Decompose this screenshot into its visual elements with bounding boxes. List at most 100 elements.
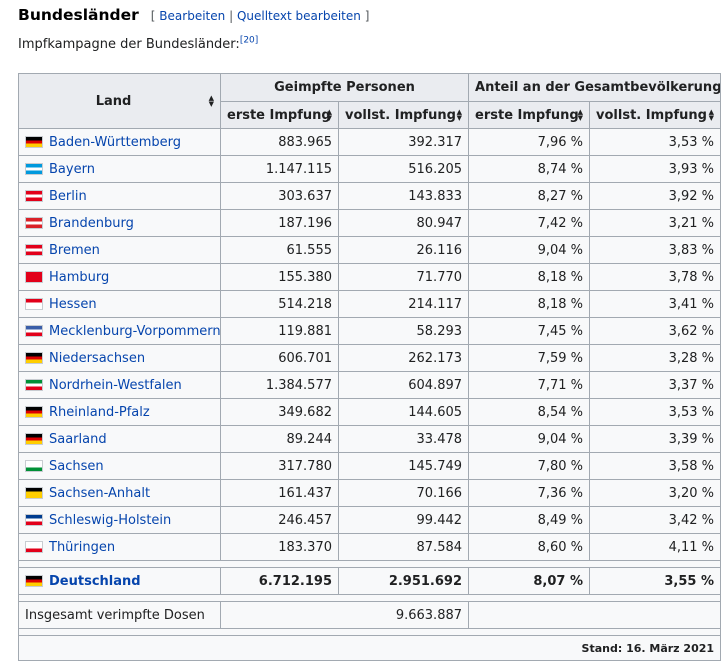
- table-row: Mecklenburg-Vorpommern 119.881 58.293 7,45 …: [18, 317, 722, 345]
- land-link[interactable]: Mecklenburg-Vorpommern: [49, 323, 221, 339]
- full-share-cell: 3,93 %: [589, 155, 722, 183]
- flag-icon: [25, 135, 43, 148]
- land-link[interactable]: Sachsen: [49, 458, 104, 474]
- section-title: Bundesländer: [18, 6, 139, 24]
- flag-icon: [25, 486, 43, 499]
- first-dose-cell: 119.881: [220, 317, 339, 345]
- land-link[interactable]: Berlin: [49, 188, 87, 204]
- edit-source-link[interactable]: Quelltext bearbeiten: [236, 9, 361, 23]
- table-row: Hamburg 155.380 71.770 8,18 % 3,78 %: [18, 263, 722, 291]
- full-share-cell: 3,21 %: [589, 209, 722, 237]
- first-share-cell: 9,04 %: [468, 236, 591, 264]
- land-link[interactable]: Hamburg: [49, 269, 110, 285]
- land-link[interactable]: Sachsen-Anhalt: [49, 485, 151, 501]
- table-row: Brandenburg 187.196 80.947 7,42 % 3,21 %: [18, 209, 722, 237]
- land-cell: Rheinland-Pfalz: [18, 398, 221, 426]
- flag-icon: [25, 459, 43, 472]
- flag-icon: [25, 432, 43, 445]
- land-link[interactable]: Schleswig-Holstein: [49, 512, 172, 528]
- first-share-cell: 7,71 %: [468, 371, 591, 399]
- first-dose-cell: 246.457: [220, 506, 339, 534]
- table-row: Sachsen-Anhalt 161.437 70.166 7,36 % 3,20 %: [18, 479, 722, 507]
- flag-icon: [25, 243, 43, 256]
- first-share-cell: 8,27 %: [468, 182, 591, 210]
- land-cell: Schleswig-Holstein: [18, 506, 221, 534]
- stand-date: Stand: 16. März 2021: [17, 635, 722, 661]
- full-share-cell: 3,83 %: [589, 236, 722, 264]
- header-land[interactable]: Land ▲ ▼: [18, 73, 221, 129]
- land-link[interactable]: Hessen: [49, 296, 97, 312]
- first-dose-cell: 1.147.115: [220, 155, 339, 183]
- land-cell: Sachsen-Anhalt: [18, 479, 221, 507]
- edit-link[interactable]: Bearbeiten: [159, 9, 226, 23]
- full-dose-cell: 99.442: [337, 506, 470, 534]
- header-first-dose[interactable]: erste Impfung ▲ ▼: [220, 101, 339, 129]
- first-dose-cell: 349.682: [220, 398, 339, 426]
- land-link[interactable]: Brandenburg: [49, 215, 134, 231]
- first-dose-cell: 606.701: [220, 344, 339, 372]
- full-share-cell: 3,37 %: [589, 371, 722, 399]
- land-cell: Niedersachsen: [18, 344, 221, 372]
- first-share-cell: 8,18 %: [468, 290, 591, 318]
- header-full-dose[interactable]: vollst. Impfung ▲ ▼: [337, 101, 470, 129]
- full-dose-cell: 143.833: [337, 182, 470, 210]
- land-cell: Bremen: [18, 236, 221, 264]
- header-full-share[interactable]: vollst. Impfung ▲ ▼: [589, 101, 722, 129]
- land-link[interactable]: Bremen: [49, 242, 100, 258]
- total-full: 2.951.692: [337, 567, 470, 595]
- land-cell: Baden-Württemberg: [18, 128, 221, 156]
- land-link[interactable]: Thüringen: [49, 539, 116, 555]
- table-spacer: [17, 628, 722, 636]
- first-dose-cell: 883.965: [220, 128, 339, 156]
- full-dose-cell: 26.116: [337, 236, 470, 264]
- full-dose-cell: 604.897: [337, 371, 470, 399]
- flag-icon: [25, 324, 43, 337]
- total-first-pct: 8,07 %: [468, 567, 591, 595]
- land-cell: Thüringen: [18, 533, 221, 561]
- first-share-cell: 8,54 %: [468, 398, 591, 426]
- first-dose-cell: 61.555: [220, 236, 339, 264]
- land-link[interactable]: Bayern: [49, 161, 95, 177]
- sort-icon: ▲ ▼: [208, 94, 214, 108]
- land-link[interactable]: Niedersachsen: [49, 350, 146, 366]
- land-cell: Nordrhein-Westfalen: [18, 371, 221, 399]
- full-share-cell: 3,41 %: [589, 290, 722, 318]
- first-share-cell: 7,42 %: [468, 209, 591, 237]
- first-dose-cell: 317.780: [220, 452, 339, 480]
- full-dose-cell: 392.317: [337, 128, 470, 156]
- doses-empty: [468, 601, 722, 629]
- first-share-cell: 7,45 %: [468, 317, 591, 345]
- land-link[interactable]: Nordrhein-Westfalen: [49, 377, 182, 393]
- flag-icon: [25, 216, 43, 229]
- total-full-pct: 3,55 %: [589, 567, 722, 595]
- land-link[interactable]: Deutschland: [49, 573, 141, 589]
- full-dose-cell: 214.117: [337, 290, 470, 318]
- reference-link[interactable]: [20]: [239, 35, 259, 46]
- full-share-cell: 3,92 %: [589, 182, 722, 210]
- land-link[interactable]: Baden-Württemberg: [49, 134, 181, 150]
- full-dose-cell: 145.749: [337, 452, 470, 480]
- flag-icon: [25, 513, 43, 526]
- flag-icon: [25, 540, 43, 553]
- table-row: Sachsen 317.780 145.749 7,80 % 3,58 %: [18, 452, 722, 480]
- first-share-cell: 7,96 %: [468, 128, 591, 156]
- land-cell: Brandenburg: [18, 209, 221, 237]
- table-row: Hessen 514.218 214.117 8,18 % 3,41 %: [18, 290, 722, 318]
- doses-row: Insgesamt verimpfte Dosen 9.663.887: [18, 601, 722, 629]
- sort-icon: ▲ ▼: [456, 108, 463, 122]
- land-cell: Sachsen: [18, 452, 221, 480]
- header-first-share[interactable]: erste Impfung ▲ ▼: [468, 101, 591, 129]
- table-row: Bayern 1.147.115 516.205 8,74 % 3,93 %: [18, 155, 722, 183]
- first-share-cell: 8,18 %: [468, 263, 591, 291]
- land-link[interactable]: Saarland: [49, 431, 107, 447]
- first-dose-cell: 89.244: [220, 425, 339, 453]
- table-row: Saarland 89.244 33.478 9,04 % 3,39 %: [18, 425, 722, 453]
- table-spacer: [17, 594, 722, 602]
- total-first: 6.712.195: [220, 567, 339, 595]
- table-row: Thüringen 183.370 87.584 8,60 % 4,11 %: [18, 533, 722, 561]
- full-dose-cell: 87.584: [337, 533, 470, 561]
- flag-icon: [25, 351, 43, 364]
- land-link[interactable]: Rheinland-Pfalz: [49, 404, 150, 420]
- sort-icon: ▲ ▼: [708, 108, 715, 122]
- full-share-cell: 3,39 %: [589, 425, 722, 453]
